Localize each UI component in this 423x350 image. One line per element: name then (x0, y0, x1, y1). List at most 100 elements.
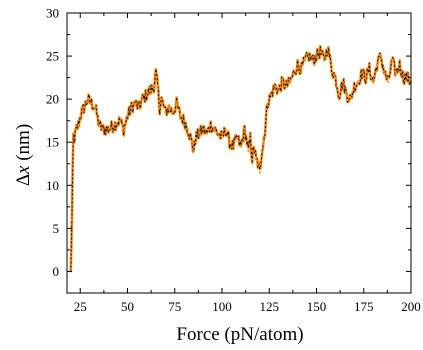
y-tick-label: 15 (46, 135, 59, 150)
data-point (232, 145, 235, 148)
data-point (190, 141, 193, 144)
data-point (296, 63, 299, 66)
data-point (353, 85, 356, 88)
data-point (311, 59, 314, 62)
data-point (277, 89, 280, 92)
ticks-layer: 25 50 75 100 125 150 175 200 0 5 10 15 20 25 30 (46, 6, 421, 315)
data-point (239, 145, 242, 148)
data-point (260, 149, 263, 152)
series-layer (69, 44, 413, 273)
data-point (281, 80, 284, 84)
data-point (209, 123, 212, 127)
data-point (70, 218, 74, 221)
data-point (375, 63, 379, 66)
data-point (372, 80, 375, 84)
data-point (264, 123, 267, 127)
data-point (356, 80, 360, 84)
data-point (349, 98, 352, 101)
data-point (258, 171, 261, 174)
data-point (192, 149, 195, 152)
data-point (266, 102, 269, 105)
data-point (330, 67, 333, 71)
y-tick-label: 10 (46, 178, 59, 193)
data-point (205, 132, 208, 135)
data-point (137, 106, 140, 109)
data-point (217, 132, 220, 135)
data-point (179, 115, 182, 118)
data-point (253, 145, 256, 148)
series-orange-trace (69, 44, 412, 272)
x-tick-label: 200 (401, 299, 421, 314)
data-point (292, 72, 295, 75)
data-point (86, 98, 89, 101)
data-point (338, 93, 341, 96)
data-point (360, 72, 363, 75)
data-point (304, 59, 307, 62)
data-point (273, 85, 277, 88)
data-point (243, 128, 246, 131)
data-point (73, 136, 76, 140)
data-point (79, 115, 82, 118)
y-tick-label: 5 (53, 221, 60, 236)
x-tick-label: 175 (354, 299, 374, 314)
y-tick-label: 20 (46, 92, 59, 107)
data-point (228, 141, 231, 144)
y-axis-label-symbol: Δ (13, 174, 34, 186)
data-point (75, 128, 78, 131)
data-point (98, 123, 101, 127)
data-point (175, 102, 178, 105)
x-tick-label: 50 (121, 299, 134, 314)
data-point (118, 119, 122, 122)
data-point (152, 85, 156, 88)
data-point (107, 128, 110, 131)
data-point (156, 85, 159, 88)
data-point (183, 119, 186, 122)
data-point (130, 106, 133, 109)
data-point (194, 136, 197, 140)
data-point (236, 136, 239, 140)
data-point (383, 72, 386, 75)
data-point (220, 136, 224, 140)
x-tick-label: 125 (259, 299, 279, 314)
data-point (406, 76, 409, 79)
x-tick-label: 100 (212, 299, 232, 314)
data-point (141, 98, 144, 101)
y-axis-label: Δx (nm) (13, 124, 34, 186)
y-axis-label-variable: x (13, 165, 34, 175)
data-point (154, 72, 157, 75)
data-point (72, 132, 75, 135)
data-point (315, 54, 318, 58)
data-point (364, 76, 367, 79)
data-point (201, 128, 205, 131)
data-point (270, 93, 273, 96)
data-point (160, 98, 163, 101)
y-tick-label: 30 (46, 6, 59, 21)
data-point (186, 128, 190, 131)
data-point (285, 85, 288, 88)
y-tick-label: 25 (46, 49, 59, 64)
data-point (113, 123, 116, 127)
data-point (145, 93, 148, 96)
data-point (341, 80, 345, 84)
data-point (402, 76, 405, 79)
data-point (133, 102, 137, 105)
data-point (126, 115, 129, 118)
data-point (262, 141, 265, 144)
y-tick-label: 0 (53, 264, 60, 279)
data-point (300, 67, 303, 71)
x-tick-label: 25 (74, 299, 87, 314)
x-axis-label: Force (pN/atom) (176, 324, 303, 345)
x-tick-label: 75 (168, 299, 181, 314)
data-point (394, 72, 397, 75)
data-point (198, 132, 201, 135)
data-point (334, 76, 337, 79)
data-point (322, 59, 326, 62)
data-point (224, 128, 227, 131)
data-point (288, 80, 292, 84)
data-point (256, 162, 259, 165)
data-point (254, 158, 258, 161)
data-point (82, 106, 86, 109)
y-axis-label-unit: (nm) (13, 124, 34, 166)
data-point (167, 106, 171, 109)
